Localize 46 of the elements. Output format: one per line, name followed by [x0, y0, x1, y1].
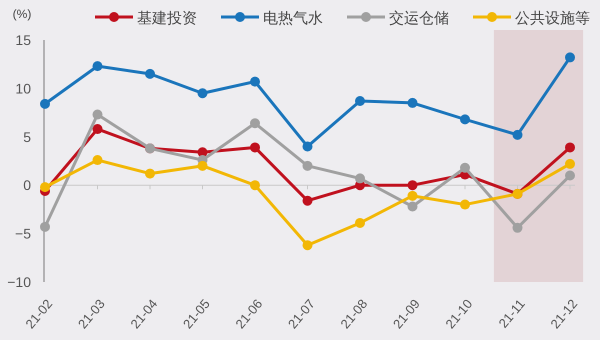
point: [250, 76, 260, 87]
point: [250, 142, 260, 152]
point: [512, 222, 522, 233]
legend-label: 基建投资: [137, 10, 197, 27]
point: [40, 182, 50, 192]
point: [302, 240, 312, 250]
point: [355, 173, 365, 184]
point: [198, 88, 208, 98]
y-axis-title: (%): [12, 7, 32, 21]
point: [460, 114, 470, 124]
y-tick-label: 10: [15, 80, 32, 96]
point: [40, 222, 50, 232]
point: [408, 201, 418, 212]
y-tick-label: 0: [23, 177, 32, 194]
point: [565, 52, 575, 62]
point: [302, 160, 312, 171]
point: [198, 160, 208, 171]
point: [40, 98, 50, 109]
legend-label: 电热气水: [263, 10, 323, 27]
point: [460, 200, 470, 210]
point: [302, 196, 312, 206]
point: [92, 124, 102, 134]
point: [408, 190, 418, 201]
point: [250, 180, 260, 190]
legend-label: 交运仓储: [389, 10, 449, 27]
point: [565, 170, 575, 181]
point: [250, 118, 260, 128]
point: [512, 130, 522, 140]
y-tick-label: 5: [23, 128, 32, 145]
point: [145, 68, 155, 79]
point: [145, 168, 155, 179]
point: [565, 142, 575, 152]
y-tick-label: −10: [7, 274, 32, 290]
y-tick-label: 15: [15, 32, 32, 48]
point: [460, 162, 470, 173]
point: [408, 180, 418, 190]
point: [408, 98, 418, 108]
point: [302, 141, 312, 152]
point: [355, 96, 365, 106]
point: [92, 155, 102, 166]
point: [92, 110, 102, 120]
point: [565, 158, 575, 169]
point: [355, 218, 365, 228]
point: [92, 61, 102, 72]
legend-label: 公共设施等: [515, 10, 590, 27]
y-tick-label: −5: [15, 226, 32, 242]
